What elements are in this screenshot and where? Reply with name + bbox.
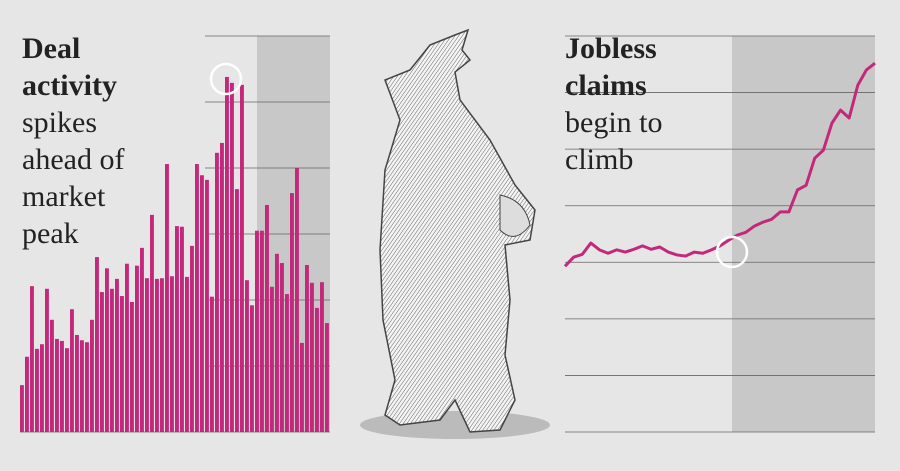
bar (270, 286, 274, 432)
bar (85, 342, 89, 432)
bar (295, 168, 299, 432)
bar (150, 214, 154, 432)
right-caption: Jobless claims begin to climb (565, 30, 685, 178)
bar (225, 76, 229, 433)
left-caption: Deal activity spikes ahead of market pea… (22, 30, 157, 252)
bar (25, 356, 29, 432)
bar (290, 193, 294, 432)
highlight-circle (715, 235, 749, 269)
bar (95, 257, 99, 432)
bar (55, 338, 59, 432)
bar (230, 82, 234, 433)
bar (125, 263, 129, 432)
bar (315, 307, 319, 432)
bar (40, 344, 44, 432)
bar (110, 288, 114, 432)
bar (35, 348, 39, 432)
chart-title: Deal activity (22, 32, 117, 102)
bar (105, 268, 109, 432)
bar (195, 164, 199, 433)
bar (260, 230, 264, 432)
bar (30, 286, 34, 432)
highlight-circle (209, 62, 243, 96)
bar (245, 280, 249, 432)
bar (160, 278, 164, 432)
bar (130, 301, 134, 432)
bar (145, 278, 149, 432)
bar (205, 179, 209, 432)
bar (50, 319, 54, 432)
bar (215, 152, 219, 432)
bar (75, 334, 79, 432)
bar (175, 226, 179, 432)
bar (285, 294, 289, 432)
bar (320, 282, 324, 432)
shaded-period (732, 36, 875, 432)
bar (255, 230, 259, 432)
bar (265, 204, 269, 432)
bar (275, 253, 279, 432)
bar (20, 385, 24, 432)
bar (280, 263, 284, 432)
bar (65, 348, 69, 432)
bar (115, 278, 119, 432)
bar (165, 164, 169, 433)
bar (90, 319, 94, 432)
line (563, 61, 876, 268)
bar (190, 245, 194, 432)
bar (235, 189, 239, 432)
bar (185, 276, 189, 432)
bar (305, 265, 309, 432)
bar (250, 305, 254, 432)
bar (80, 340, 84, 432)
bar (140, 247, 144, 432)
bar (300, 342, 304, 432)
bar (60, 340, 64, 432)
bar (45, 288, 49, 432)
bar (70, 309, 74, 432)
chart-subtitle: begin to climb (565, 106, 663, 176)
bar (220, 142, 224, 433)
bar (325, 323, 329, 432)
bar (210, 296, 214, 432)
bar (155, 278, 159, 432)
bar (100, 292, 104, 432)
bar (200, 175, 204, 432)
chart-subtitle: spikes ahead of market peak (22, 106, 125, 250)
bar (170, 276, 174, 432)
bar (135, 265, 139, 432)
bear-illustration (360, 28, 550, 439)
bar (120, 296, 124, 432)
bar (240, 84, 244, 432)
bar (310, 282, 314, 432)
bar (180, 226, 184, 432)
chart-title: Jobless claims (565, 32, 657, 102)
